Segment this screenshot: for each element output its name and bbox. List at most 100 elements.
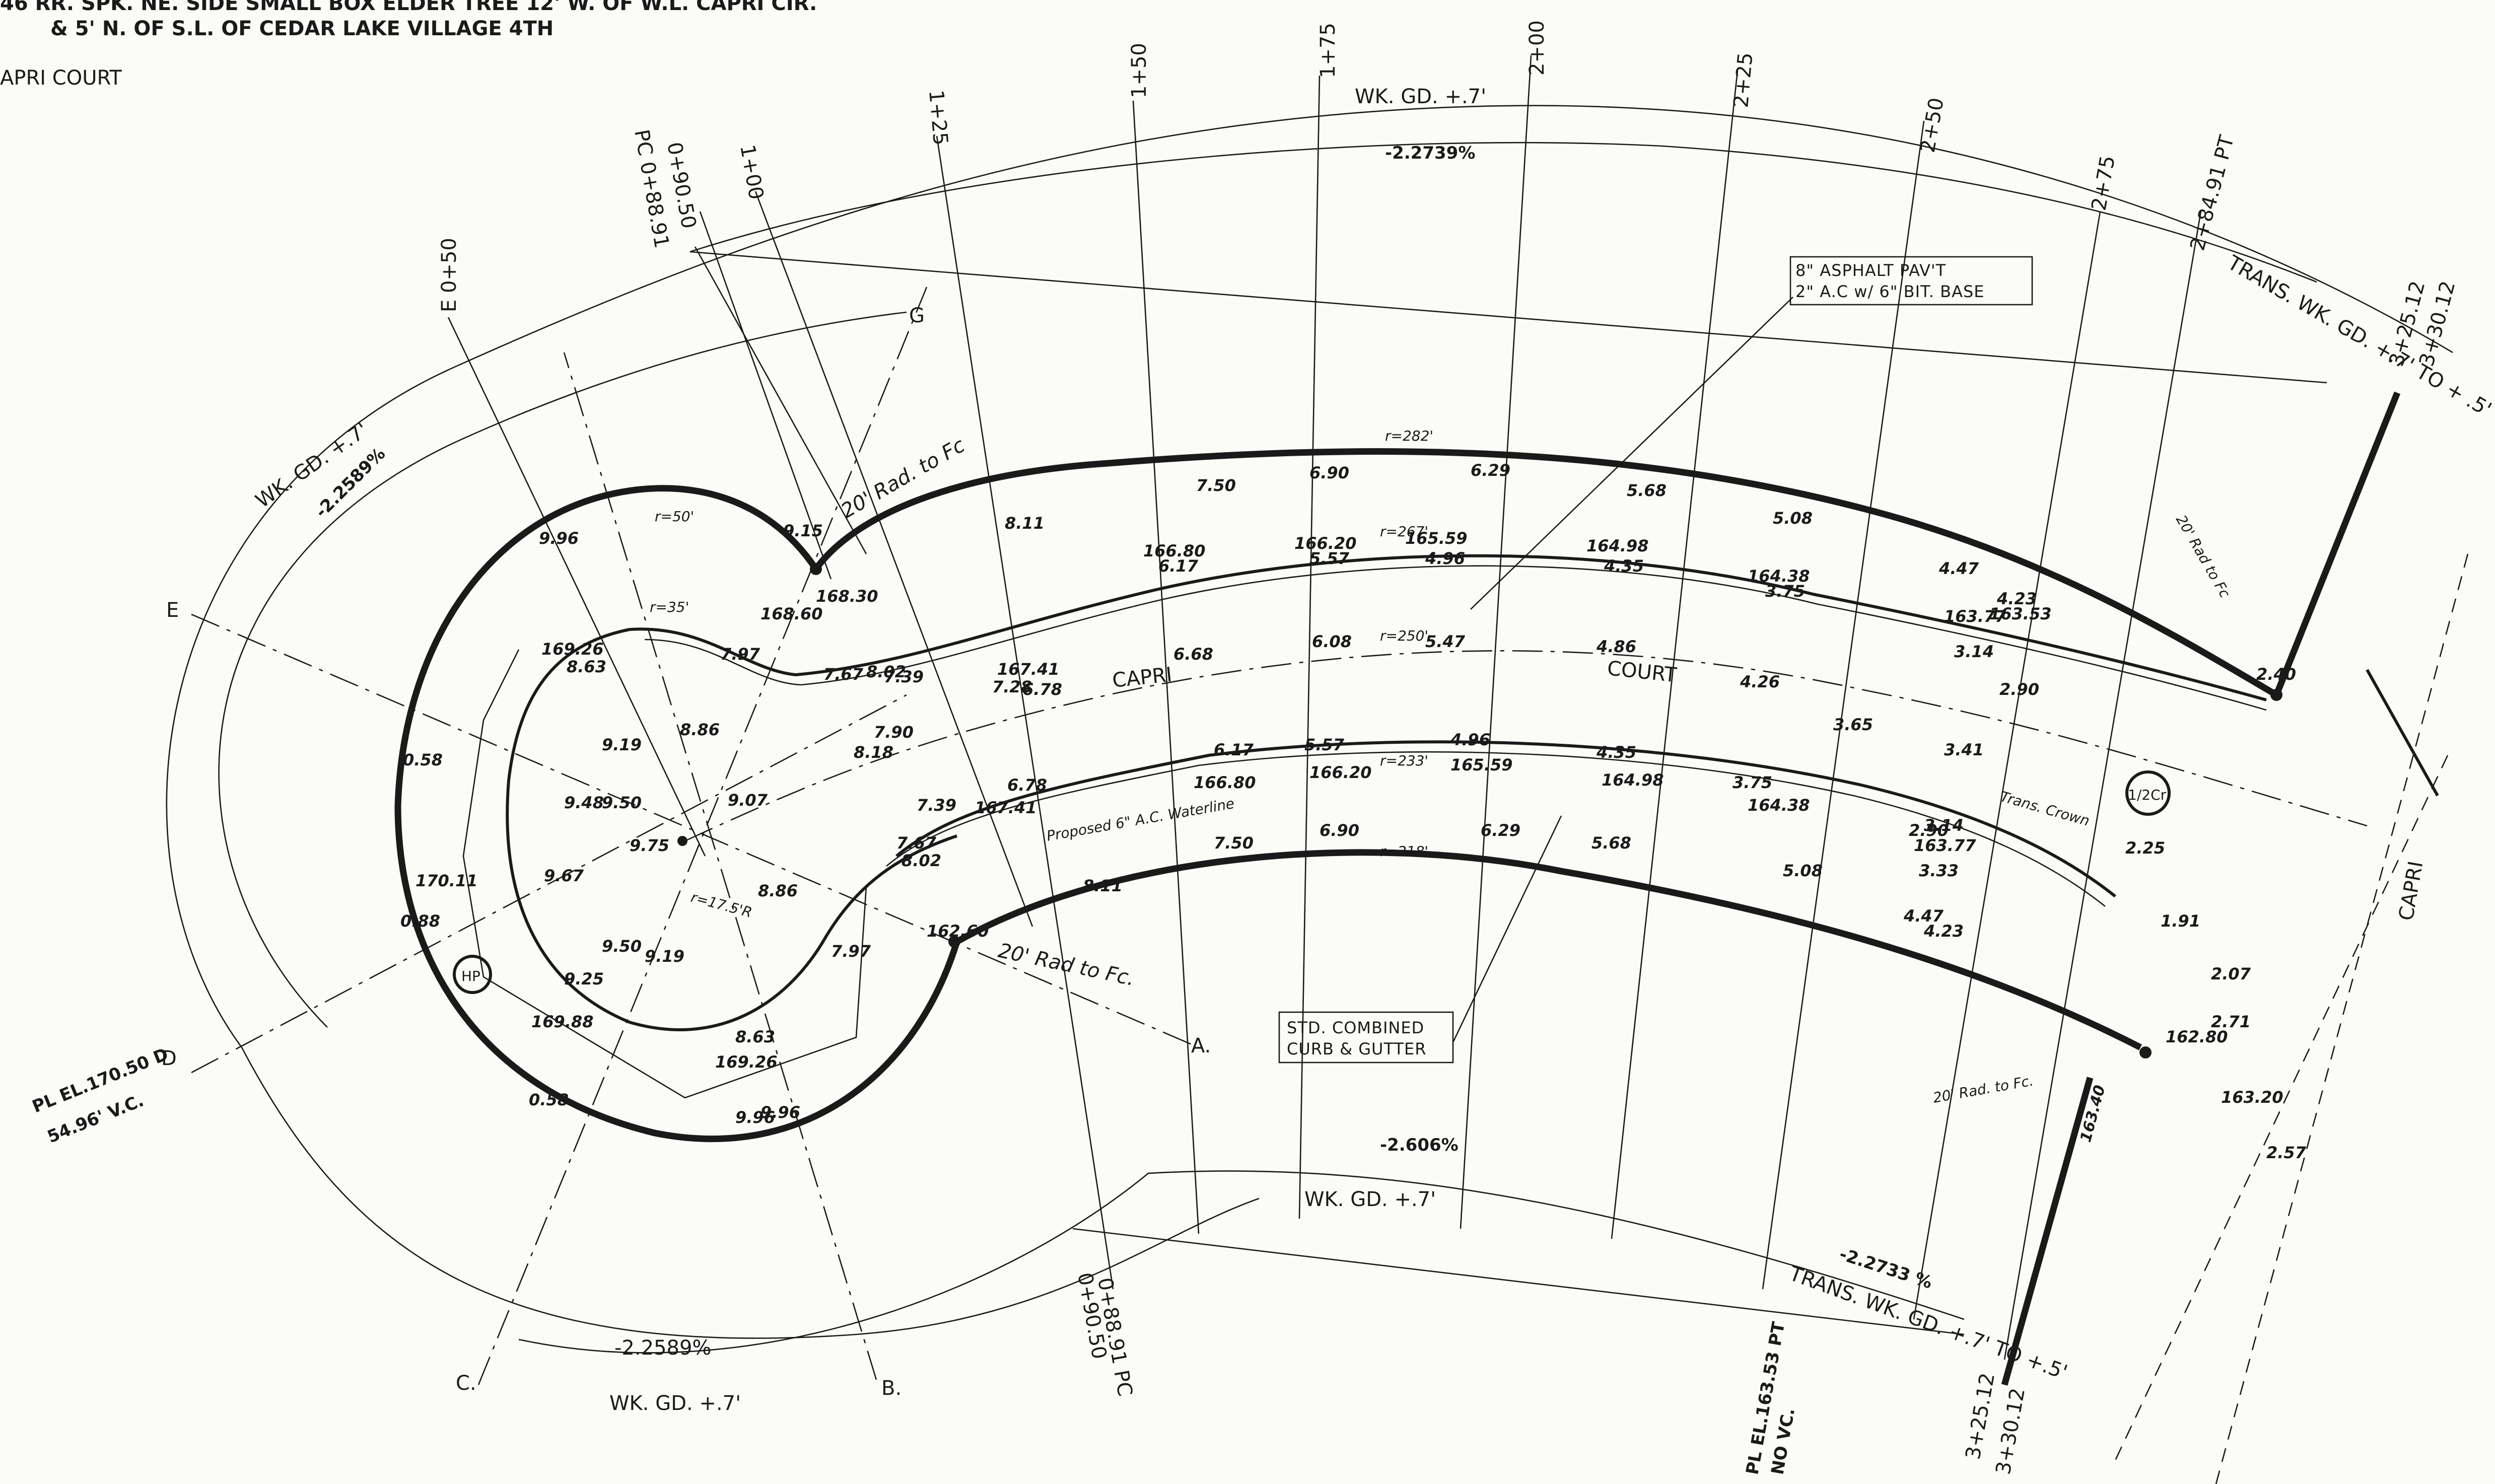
elevation-value: 170.11 <box>415 871 477 890</box>
elevation-value: 9.50 <box>602 793 642 812</box>
station-150: 1+50 <box>1128 43 1151 98</box>
section-line-e <box>191 613 1199 1048</box>
station-line-175 <box>1298 75 1321 1219</box>
elevation-value: 2.40 <box>2256 665 2296 684</box>
elevation-value: 2.57 <box>2266 1143 2307 1162</box>
elevation-value: 4.23 <box>1996 589 2037 608</box>
grade-top: -2.2739% <box>1385 143 1475 163</box>
section-letter-b: B. <box>881 1377 902 1400</box>
elevation-value: 163.53 <box>1989 604 2051 623</box>
elevation-value: 3.33 <box>1919 861 1959 880</box>
elevation-value: 2.07 <box>2211 964 2251 983</box>
elevation-value: 4.26 <box>1740 672 1780 691</box>
grade-bottom-mid: -2.606% <box>1380 1135 1459 1155</box>
hp-marker <box>453 955 492 994</box>
grade-arrow-top <box>689 251 2327 384</box>
station-line-050 <box>447 317 706 857</box>
cul-de-sac-pavement-edge <box>462 649 867 1099</box>
elevation-value: 168.60 <box>760 604 822 623</box>
station-line-225 <box>1611 70 1739 1239</box>
elevation-value: 3.75 <box>1732 773 1772 792</box>
elevation-value: 2.90 <box>1999 680 2039 699</box>
curb-leader <box>1452 815 1562 1043</box>
elevation-value: 6.68 <box>1173 645 1213 664</box>
elevation-value: 3.75 <box>1765 582 1805 601</box>
pc-point-bottom <box>948 936 960 948</box>
half-crown-label: 1/2Cr <box>2128 787 2167 803</box>
elevation-value: 8.86 <box>758 881 798 900</box>
walk-grade-arc-outer <box>166 105 2453 1048</box>
radius-175: r=17.5'R <box>689 889 754 921</box>
elevation-value: 4.96 <box>1450 730 1490 749</box>
east-right-of-way <box>2215 553 2469 1484</box>
outer-curb-line-top <box>394 485 2142 1143</box>
elevation-value: 166.80 <box>1143 541 1205 560</box>
section-letter-e: E <box>166 599 179 622</box>
pt-point-top <box>2270 689 2282 701</box>
section-letter-a: A. <box>1191 1034 1211 1057</box>
elevation-value: 3.65 <box>1833 715 1873 734</box>
curb-label-1: STD. COMBINED <box>1287 1018 1424 1037</box>
elevation-value: 8.63 <box>735 1027 775 1046</box>
station-line-250 <box>1762 120 1925 1290</box>
elevation-value: 8.18 <box>854 743 893 762</box>
section-line-bd <box>563 352 877 1380</box>
elevation-value: 4.35 <box>1604 556 1644 576</box>
east-right-of-way-2 <box>2114 755 2449 1461</box>
station-line-pt <box>2003 211 2202 1360</box>
station-330-bottom: 3+30.12 <box>1992 1386 2030 1476</box>
walk-grade-arc-left <box>218 311 907 1028</box>
grade-bottom-left: -2.2589% <box>614 1336 711 1360</box>
hp-label: HP <box>461 968 480 984</box>
walk-grade-arc-inner-top <box>689 142 2317 283</box>
trans-wk-gd-top: TRANS. WK. GD. +.7' TO + .5' <box>2223 251 2495 421</box>
station-line-275 <box>1913 211 2101 1320</box>
elevation-value: 6.08 <box>1312 632 1352 651</box>
elevation-value: 6.78 <box>1022 680 1062 699</box>
station-line-100 <box>754 191 1033 927</box>
elevation-value: 4.47 <box>1903 906 1944 926</box>
elevation-value: 4.35 <box>1596 743 1636 762</box>
station-175: 1+75 <box>1316 23 1340 78</box>
radius-233: r=233' <box>1380 752 1428 769</box>
elevation-value: 0.58 <box>403 750 443 769</box>
elevation-value: 162.80 <box>2166 1027 2228 1046</box>
elevation-value: 5.57 <box>1309 549 1350 568</box>
station-100: 1+00 <box>735 143 768 201</box>
north-gutter-line <box>629 554 2267 701</box>
elevation-value: 7.39 <box>884 667 924 686</box>
station-250: 2+50 <box>1916 96 1949 155</box>
elevation-value: 2.71 <box>2211 1012 2251 1031</box>
rad-label-right-top: 20' Rad to Fc <box>2173 512 2234 601</box>
elevation-value: 2.25 <box>2125 838 2165 858</box>
elevation-value: 6.29 <box>1481 821 1520 840</box>
station-line-150 <box>1132 100 1200 1234</box>
trans-crown-label: Trans. Crown <box>1998 788 2092 829</box>
elevation-value: 8.11 <box>1083 876 1123 895</box>
elevation-value: 164.38 <box>1748 567 1810 586</box>
elevation-value: 9.50 <box>602 937 642 956</box>
east-curb-return-top <box>2273 391 2401 696</box>
section-line-d <box>191 694 907 1074</box>
street-name-capri: CAPRI <box>1111 663 1173 692</box>
elevation-value: 7.50 <box>1196 476 1236 495</box>
radius-282: r=282' <box>1385 428 1433 444</box>
elevation-value: 7.67 <box>823 665 864 684</box>
elevation-value: 164.98 <box>1602 770 1664 790</box>
station-line-200 <box>1460 55 1532 1229</box>
elevation-value: 169.88 <box>531 1012 593 1031</box>
street-centerline <box>684 650 2368 842</box>
waterline-label: Proposed 6" A.C. Waterline <box>1045 795 1235 844</box>
rad-label-right-bottom: 20' Rad. to Fc. <box>1931 1072 2034 1106</box>
elevation-value: 5.57 <box>1304 735 1345 754</box>
street-name-capri-east: CAPRI <box>2395 860 2428 923</box>
radius-267: r=267' <box>1380 523 1428 540</box>
elevation-value: 9.67 <box>544 866 584 885</box>
elevation-value: 9.96 <box>735 1108 775 1127</box>
station-line-090 <box>694 246 867 554</box>
elevation-value: 9.25 <box>564 969 604 988</box>
asphalt-label-1: 8" ASPHALT PAV'T <box>1795 261 1946 280</box>
